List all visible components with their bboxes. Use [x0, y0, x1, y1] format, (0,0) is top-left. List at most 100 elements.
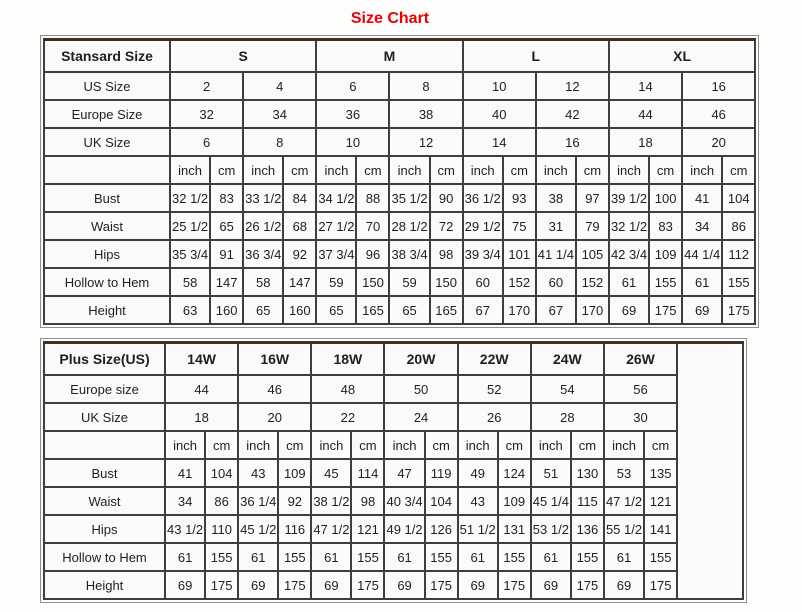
measure-value: 175 [643, 570, 679, 600]
measure-value: 45 1/2 [237, 514, 280, 544]
measure-value: 69 [681, 295, 724, 325]
measure-value: 67 [534, 295, 577, 325]
measure-value: 160 [209, 295, 245, 325]
measure-value: 69 [602, 570, 646, 600]
measure-value: 101 [501, 239, 537, 269]
measure-value: 35 1/2 [388, 183, 431, 213]
measure-value: 61 [237, 542, 280, 572]
measure-value: 41 [163, 458, 207, 488]
row-label: Hips [43, 239, 171, 269]
size-value: 32 [168, 99, 245, 129]
measure-value: 47 1/2 [602, 486, 646, 516]
size-group-header: 20W [383, 341, 459, 376]
measure-value: 55 1/2 [602, 514, 646, 544]
measure-value: 36 1/2 [461, 183, 504, 213]
measure-value: 34 1/2 [315, 183, 358, 213]
unit-header: inch [242, 155, 285, 185]
unit-header: cm [277, 430, 313, 460]
measure-value: 34 [163, 486, 207, 516]
size-group-header: 14W [163, 341, 240, 376]
measure-value: 51 [529, 458, 572, 488]
measure-value: 105 [574, 239, 610, 269]
size-value: 22 [310, 402, 386, 432]
row-label: Bust [43, 183, 171, 213]
measure-value: 150 [428, 267, 464, 297]
measure-value: 60 [461, 267, 504, 297]
measure-value: 34 [681, 211, 724, 241]
measure-value: 28 1/2 [388, 211, 431, 241]
size-group-header: 18W [310, 341, 386, 376]
measure-value: 40 3/4 [383, 486, 426, 516]
row-label: Bust [43, 458, 166, 488]
unit-header: cm [569, 430, 605, 460]
size-value: 46 [237, 374, 313, 404]
size-value: 54 [529, 374, 605, 404]
measure-value: 119 [423, 458, 459, 488]
measure-value: 49 [456, 458, 499, 488]
unit-header: cm [501, 155, 537, 185]
measure-value: 152 [501, 267, 537, 297]
measure-value: 61 [383, 542, 426, 572]
measure-value: 155 [721, 267, 757, 297]
measure-value: 38 3/4 [388, 239, 431, 269]
size-value: 6 [168, 127, 245, 157]
size-value: 14 [461, 127, 537, 157]
measure-value: 155 [350, 542, 386, 572]
measure-value: 109 [496, 486, 532, 516]
size-value: 12 [388, 127, 464, 157]
unit-header: cm [282, 155, 318, 185]
measure-value: 69 [237, 570, 280, 600]
measure-value: 33 1/2 [242, 183, 285, 213]
measure-value: 155 [204, 542, 240, 572]
measure-value: 92 [277, 486, 313, 516]
measure-value: 136 [569, 514, 605, 544]
unit-header: cm [428, 155, 464, 185]
unit-header: cm [648, 155, 684, 185]
measure-value: 53 1/2 [529, 514, 572, 544]
measure-value: 104 [204, 458, 240, 488]
size-value: 2 [168, 71, 245, 101]
measure-value: 60 [534, 267, 577, 297]
unit-header: cm [355, 155, 391, 185]
measure-value: 45 1/4 [529, 486, 572, 516]
measure-value: 29 1/2 [461, 211, 504, 241]
size-value: 24 [383, 402, 459, 432]
unit-header: inch [383, 430, 426, 460]
unit-header: inch [607, 155, 651, 185]
measure-value: 61 [681, 267, 724, 297]
size-value: 50 [383, 374, 459, 404]
size-value: 34 [242, 99, 318, 129]
unit-header: inch [461, 155, 504, 185]
unit-row-spacer [43, 430, 166, 460]
measure-value: 147 [282, 267, 318, 297]
measure-value: 41 1/4 [534, 239, 577, 269]
measure-value: 26 1/2 [242, 211, 285, 241]
measure-value: 155 [648, 267, 684, 297]
unit-header: cm [721, 155, 757, 185]
measure-value: 61 [163, 542, 207, 572]
measure-value: 86 [721, 211, 757, 241]
measure-value: 170 [501, 295, 537, 325]
row-label: Hollow to Hem [43, 542, 166, 572]
size-value: 10 [461, 71, 537, 101]
size-value: 8 [388, 71, 464, 101]
size-value: 16 [681, 71, 757, 101]
measure-value: 100 [648, 183, 684, 213]
unit-header: inch [237, 430, 280, 460]
measure-value: 98 [428, 239, 464, 269]
measure-value: 68 [282, 211, 318, 241]
size-group-header: 24W [529, 341, 605, 376]
measure-value: 45 [310, 458, 353, 488]
measure-value: 69 [607, 295, 651, 325]
measure-value: 91 [209, 239, 245, 269]
size-value: 46 [681, 99, 757, 129]
measure-value: 141 [643, 514, 679, 544]
measure-value: 79 [574, 211, 610, 241]
unit-header: inch [602, 430, 646, 460]
measure-value: 175 [496, 570, 532, 600]
measure-value: 170 [574, 295, 610, 325]
size-value: 42 [534, 99, 610, 129]
measure-value: 155 [569, 542, 605, 572]
measure-value: 97 [574, 183, 610, 213]
size-value: 8 [242, 127, 318, 157]
